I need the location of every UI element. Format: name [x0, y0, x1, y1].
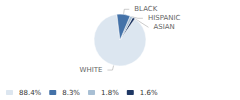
svg-text:88.4%: 88.4% [19, 89, 42, 97]
svg-text:8.3%: 8.3% [62, 89, 80, 97]
svg-text:WHITE: WHITE [80, 66, 103, 74]
svg-text:ASIAN: ASIAN [153, 23, 174, 31]
svg-text:1.8%: 1.8% [101, 89, 119, 97]
svg-text:1.6%: 1.6% [140, 89, 158, 97]
svg-text:HISPANIC: HISPANIC [148, 14, 181, 22]
svg-text:BLACK: BLACK [134, 5, 157, 13]
